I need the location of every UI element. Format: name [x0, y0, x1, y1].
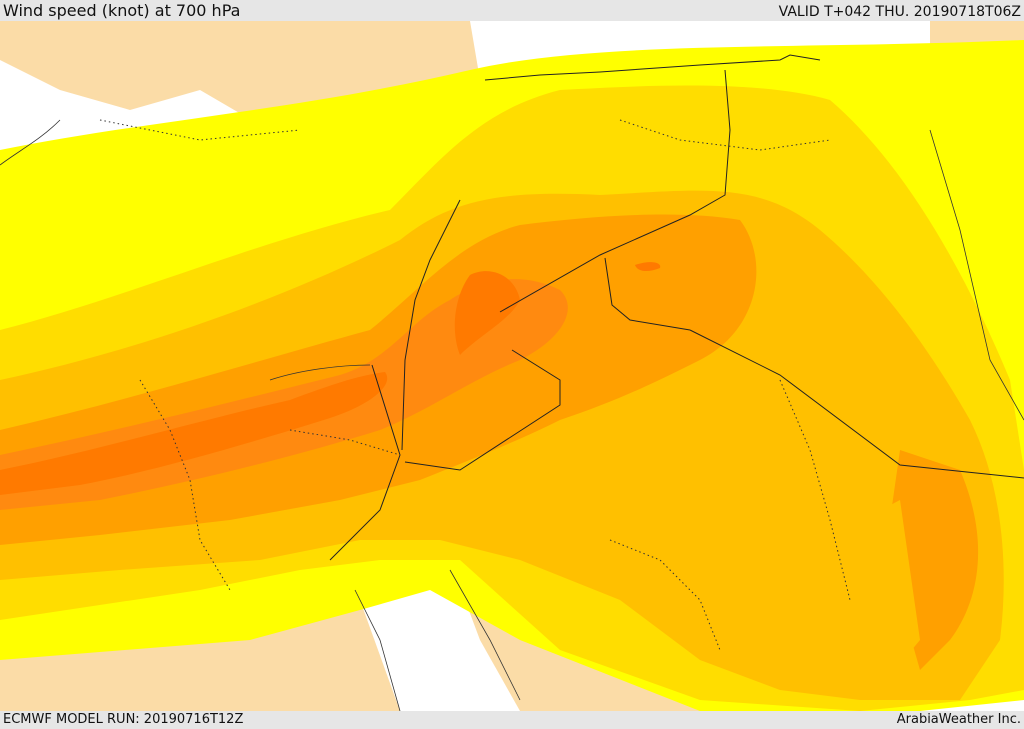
header-bar: Wind speed (knot) at 700 hPa VALID T+042…: [0, 0, 1024, 21]
model-run: ECMWF MODEL RUN: 20190716T12Z: [3, 712, 244, 727]
footer-bar: ECMWF MODEL RUN: 20190716T12Z ArabiaWeat…: [0, 711, 1024, 729]
band-core: [0, 372, 388, 495]
band-orange-se: [780, 500, 920, 700]
country-borders: [329, 54, 1024, 561]
valid-time: VALID T+042 THU. 20190718T06Z: [778, 4, 1021, 20]
coastlines: [0, 119, 1024, 711]
wind-speed-map[interactable]: [0, 21, 1024, 711]
map-title: Wind speed (knot) at 700 hPa: [3, 1, 241, 20]
band-core-north: [454, 271, 520, 355]
land-south-africa: [0, 600, 400, 711]
admin-boundaries: [99, 119, 851, 651]
band-core-east: [635, 262, 661, 272]
credit: ArabiaWeather Inc.: [896, 712, 1021, 727]
